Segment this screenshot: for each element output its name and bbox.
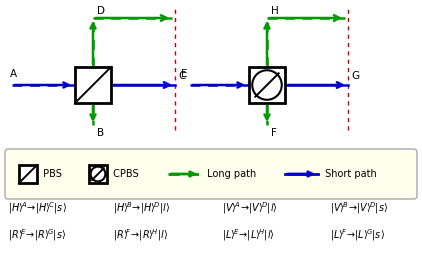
Text: B: B — [97, 128, 104, 138]
Bar — [249, 67, 285, 103]
Text: C: C — [178, 71, 185, 81]
Text: G: G — [351, 71, 359, 81]
Bar — [75, 67, 111, 103]
Text: $|R\rangle^{\!F}\!\rightarrow\!|R\rangle^{\!H}|l\rangle$: $|R\rangle^{\!F}\!\rightarrow\!|R\rangle… — [113, 227, 168, 243]
Text: Long path: Long path — [204, 169, 256, 179]
Text: $|H\rangle^{\!B}\!\rightarrow\!|H\rangle^{\!D}|l\rangle$: $|H\rangle^{\!B}\!\rightarrow\!|H\rangle… — [113, 200, 170, 216]
Text: A: A — [10, 69, 17, 79]
Text: $|H\rangle^{\!A}\!\rightarrow\!|H\rangle^{\!C}|s\rangle$: $|H\rangle^{\!A}\!\rightarrow\!|H\rangle… — [8, 200, 67, 216]
Bar — [89, 165, 107, 183]
Ellipse shape — [91, 167, 106, 181]
Text: H: H — [271, 6, 279, 16]
Text: Short path: Short path — [322, 169, 377, 179]
Text: F: F — [271, 128, 277, 138]
Text: CPBS: CPBS — [110, 169, 138, 179]
Text: $|L\rangle^{\!F}\!\rightarrow\!|L\rangle^{\!G}|s\rangle$: $|L\rangle^{\!F}\!\rightarrow\!|L\rangle… — [330, 227, 385, 243]
Ellipse shape — [252, 70, 282, 100]
Text: $|V\rangle^{\!A}\!\rightarrow\!|V\rangle^{\!D}|l\rangle$: $|V\rangle^{\!A}\!\rightarrow\!|V\rangle… — [222, 200, 278, 216]
Text: PBS: PBS — [40, 169, 62, 179]
Text: E: E — [181, 69, 187, 79]
Bar — [19, 165, 37, 183]
Text: $|L\rangle^{\!E}\!\rightarrow\!|L\rangle^{\!H}|l\rangle$: $|L\rangle^{\!E}\!\rightarrow\!|L\rangle… — [222, 227, 275, 243]
Text: $|R\rangle^{\!E}\!\rightarrow\!|R\rangle^{\!G}|s\rangle$: $|R\rangle^{\!E}\!\rightarrow\!|R\rangle… — [8, 227, 66, 243]
FancyBboxPatch shape — [5, 149, 417, 199]
Text: $|V\rangle^{\!B}\!\rightarrow\!|V\rangle^{\!D}|s\rangle$: $|V\rangle^{\!B}\!\rightarrow\!|V\rangle… — [330, 200, 388, 216]
Text: D: D — [97, 6, 105, 16]
